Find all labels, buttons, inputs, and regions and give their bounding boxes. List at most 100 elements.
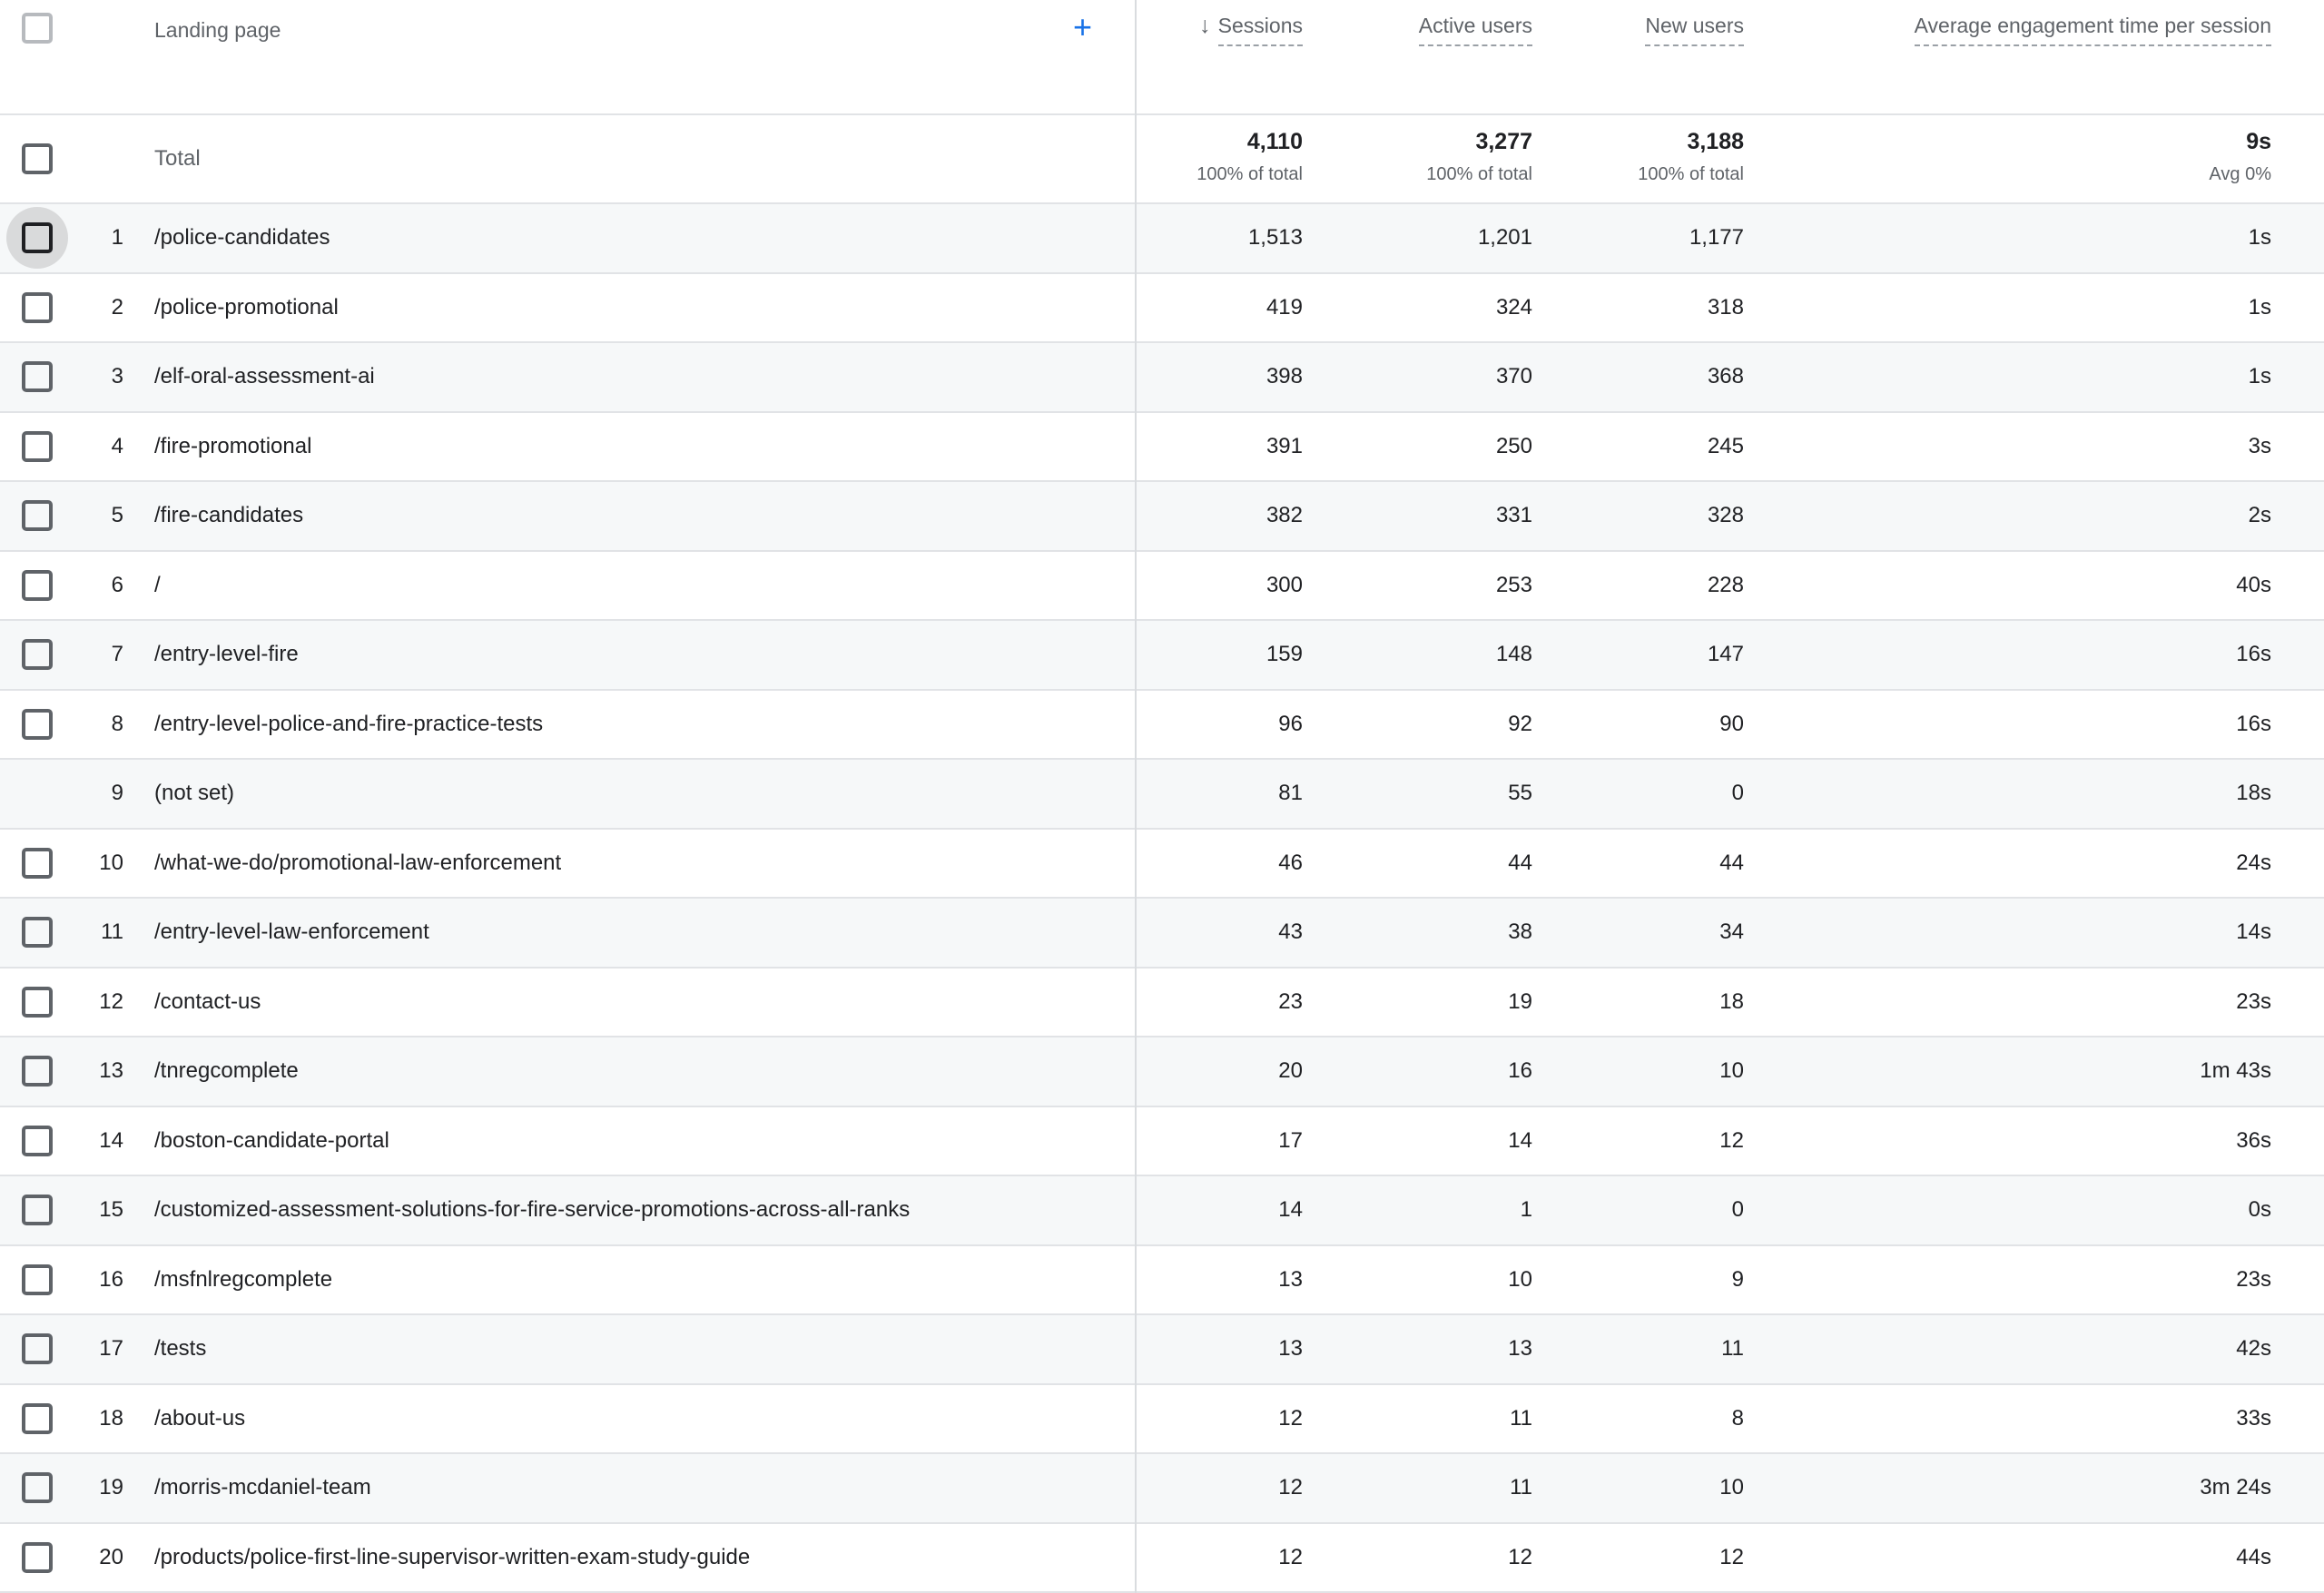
column-header-sessions[interactable]: Sessions [1217, 13, 1303, 46]
new-users-cell: 0 [1731, 1197, 1744, 1223]
row-checkbox[interactable] [22, 708, 53, 740]
row-checkbox[interactable] [22, 847, 53, 879]
new-users-cell: 328 [1707, 503, 1744, 528]
row-index: 8 [111, 711, 123, 736]
row-checkbox[interactable] [22, 1264, 53, 1295]
table-row: 10 /what-we-do/promotional-law-enforceme… [0, 830, 2324, 899]
add-column-button[interactable]: + [1073, 8, 1093, 45]
avg-engagement-cell: 1s [2248, 364, 2271, 389]
row-index: 19 [99, 1475, 123, 1500]
landing-page-cell: /customized-assessment-solutions-for-fir… [154, 1197, 911, 1223]
sessions-cell: 12 [1278, 1544, 1303, 1569]
new-users-cell: 1,177 [1689, 225, 1744, 251]
row-index: 11 [101, 919, 123, 945]
row-checkbox[interactable] [22, 639, 53, 671]
new-users-cell: 368 [1707, 364, 1744, 389]
active-users-cell: 19 [1508, 988, 1532, 1014]
table-row: 15 /customized-assessment-solutions-for-… [0, 1176, 2324, 1246]
avg-engagement-cell: 42s [2236, 1336, 2271, 1362]
sessions-cell: 13 [1278, 1266, 1303, 1292]
sessions-cell: 398 [1265, 364, 1303, 389]
column-header-active-users[interactable]: Active users [1418, 13, 1532, 46]
sessions-cell: 12 [1278, 1405, 1303, 1431]
table-row: 13 /tnregcomplete 20 16 10 1m 43s [0, 1037, 2324, 1107]
row-checkbox[interactable] [22, 1472, 53, 1504]
sessions-cell: 43 [1278, 919, 1303, 945]
avg-engagement-cell: 14s [2236, 919, 2271, 945]
row-checkbox[interactable] [22, 1402, 53, 1434]
total-checkbox[interactable] [22, 143, 53, 174]
row-checkbox-cell [0, 430, 73, 462]
table-row: 9 (not set) 81 55 0 18s [0, 760, 2324, 830]
landing-page-cell: /police-candidates [154, 225, 330, 251]
sessions-cell: 1,513 [1247, 225, 1303, 251]
row-checkbox[interactable] [22, 1541, 53, 1573]
row-checkbox-cell [0, 1195, 73, 1226]
row-checkbox-wrap [22, 500, 53, 532]
row-checkbox[interactable] [22, 222, 53, 254]
active-users-cell: 38 [1508, 919, 1532, 945]
avg-engagement-cell: 33s [2236, 1405, 2271, 1431]
row-checkbox-wrap [22, 1333, 53, 1365]
row-checkbox[interactable] [22, 986, 53, 1018]
row-checkbox[interactable] [22, 500, 53, 532]
row-index: 18 [99, 1405, 123, 1431]
select-all-checkbox[interactable] [22, 13, 53, 44]
row-checkbox[interactable] [22, 1333, 53, 1365]
row-checkbox-cell [0, 1333, 73, 1365]
total-avg-engagement-value: 9s [2246, 129, 2271, 154]
landing-page-cell: /products/police-first-line-supervisor-w… [154, 1544, 751, 1569]
active-users-cell: 13 [1508, 1336, 1532, 1362]
row-index: 9 [111, 781, 123, 806]
row-checkbox[interactable] [22, 569, 53, 601]
landing-page-cell: / [154, 572, 161, 597]
row-index: 15 [99, 1197, 123, 1223]
row-index: 16 [99, 1266, 123, 1292]
row-checkbox-cell [0, 361, 73, 393]
row-checkbox-wrap [22, 708, 53, 740]
landing-page-cell: /boston-candidate-portal [154, 1127, 389, 1153]
row-checkbox-wrap [22, 986, 53, 1018]
row-checkbox-cell [0, 986, 73, 1018]
total-sessions-cell: 4,110 100% of total [1135, 127, 1303, 191]
table-row: 12 /contact-us 23 19 18 23s [0, 969, 2324, 1037]
row-index: 10 [99, 850, 123, 875]
new-users-cell: 10 [1719, 1058, 1744, 1084]
sessions-cell: 96 [1278, 711, 1303, 736]
landing-page-cell: /fire-candidates [154, 503, 304, 528]
active-users-cell: 10 [1508, 1266, 1532, 1292]
row-checkbox[interactable] [22, 1125, 53, 1156]
new-users-cell: 34 [1719, 919, 1744, 945]
landing-page-cell: /tests [154, 1336, 207, 1362]
row-checkbox[interactable] [22, 917, 53, 949]
new-users-cell: 0 [1731, 781, 1744, 806]
column-header-new-users[interactable]: New users [1645, 13, 1744, 46]
table-row: 2 /police-promotional 419 324 318 1s [0, 274, 2324, 343]
active-users-cell: 253 [1495, 572, 1532, 597]
total-row: Total 4,110 100% of total 3,277 100% of … [0, 115, 2324, 204]
new-users-cell: 44 [1719, 850, 1744, 875]
row-index: 13 [99, 1058, 123, 1084]
row-checkbox[interactable] [22, 1195, 53, 1226]
header-checkbox-cell [0, 13, 73, 44]
sort-descending-icon[interactable]: ↓ [1199, 13, 1211, 38]
total-label: Total [154, 146, 201, 171]
table-row: 17 /tests 13 13 11 42s [0, 1315, 2324, 1385]
avg-engagement-cell: 23s [2236, 988, 2271, 1014]
column-header-avg-engagement[interactable]: Average engagement time per session [1914, 13, 2271, 46]
row-checkbox[interactable] [22, 361, 53, 393]
total-sessions-subtext: 100% of total [1196, 164, 1303, 184]
row-checkbox[interactable] [22, 1056, 53, 1087]
active-users-cell: 55 [1508, 781, 1532, 806]
row-checkbox[interactable] [22, 291, 53, 323]
landing-page-cell: /morris-mcdaniel-team [154, 1475, 371, 1500]
landing-page-cell: /what-we-do/promotional-law-enforcement [154, 850, 562, 875]
new-users-cell: 9 [1731, 1266, 1744, 1292]
sessions-cell: 159 [1265, 642, 1303, 667]
landing-page-cell: /entry-level-fire [154, 642, 299, 667]
table-row: 11 /entry-level-law-enforcement 43 38 34… [0, 899, 2324, 969]
active-users-cell: 324 [1495, 294, 1532, 320]
row-index: 12 [99, 988, 123, 1014]
row-checkbox[interactable] [22, 430, 53, 462]
total-new-users-subtext: 100% of total [1638, 164, 1744, 184]
